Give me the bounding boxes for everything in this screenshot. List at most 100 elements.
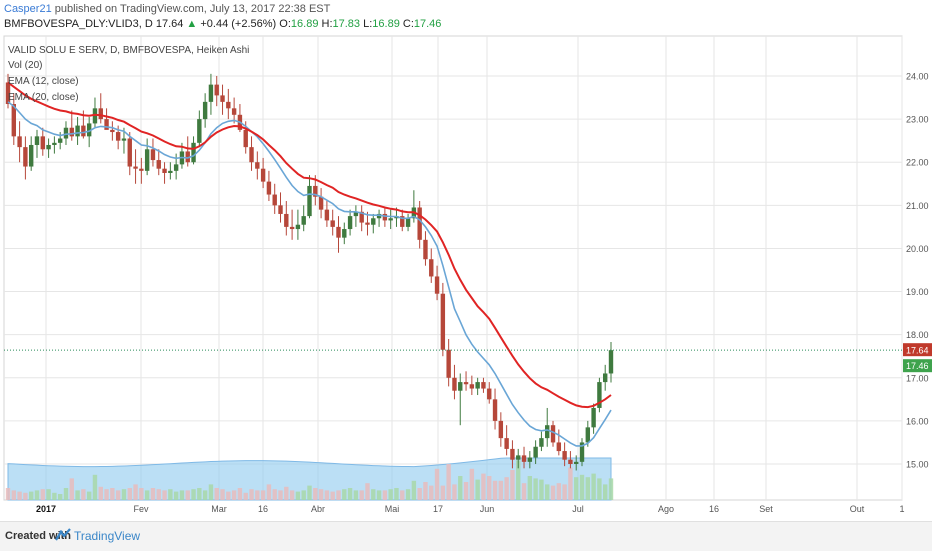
- candle-body: [260, 168, 266, 182]
- volume-bar: [28, 491, 34, 500]
- candle-body: [92, 108, 98, 124]
- candle-body: [173, 164, 179, 171]
- volume-bar: [208, 484, 214, 500]
- candle-body: [249, 147, 254, 163]
- volume-bar: [545, 484, 550, 500]
- candle-body: [266, 181, 272, 195]
- x-tick-label: Out: [850, 504, 865, 514]
- ema-fast-line: [7, 101, 612, 447]
- volume-bar: [313, 488, 318, 500]
- tradingview-logo-icon[interactable]: [55, 528, 71, 542]
- volume-bar: [371, 489, 376, 500]
- volume-bar: [197, 488, 202, 500]
- symbol-name: BMFBOVESPA_DLY:VLID3, D: [4, 18, 153, 30]
- y-tick-label: 19.00: [906, 287, 929, 297]
- candle-body: [75, 125, 80, 137]
- candle-body: [318, 196, 324, 210]
- volume-bar: [603, 484, 608, 500]
- volume-bar: [57, 494, 63, 500]
- volume-bar: [376, 490, 382, 500]
- volume-bar: [516, 460, 521, 500]
- volume-bar: [434, 468, 440, 500]
- tradingview-brand[interactable]: TradingView: [74, 529, 141, 543]
- volume-bar: [591, 473, 596, 500]
- volume-bar: [156, 489, 161, 500]
- volume-bar: [127, 488, 132, 500]
- candle-body: [545, 425, 550, 439]
- volume-bar: [440, 485, 446, 500]
- candle-body: [365, 222, 370, 225]
- volume-bar: [597, 478, 602, 500]
- volume-bar: [249, 489, 254, 500]
- volume-bar: [191, 489, 196, 500]
- candle-body: [162, 168, 167, 173]
- candle-body: [359, 211, 364, 223]
- x-tick-label: 1: [899, 504, 904, 514]
- volume-bar: [498, 480, 504, 500]
- volume-bar: [469, 468, 475, 500]
- price-chart[interactable]: 24.00 23.00 22.00 21.00 20.00 19.00 18.00 17.00…: [0, 0, 932, 521]
- candle-body: [289, 226, 295, 230]
- volume-bar: [562, 484, 567, 500]
- volume-bar: [139, 488, 144, 500]
- candle-body: [121, 138, 127, 141]
- candle-body: [191, 142, 196, 163]
- candle-body: [585, 427, 591, 443]
- volume-bar: [81, 489, 86, 500]
- volume-bar: [342, 489, 347, 500]
- candle-body: [301, 216, 306, 225]
- candle-body: [34, 136, 40, 145]
- chart-header: Casper21 published on TradingView.com, J…: [0, 0, 932, 34]
- volume-bar: [585, 477, 591, 500]
- publish-line: Casper21 published on TradingView.com, J…: [4, 3, 330, 15]
- author-link[interactable]: Casper21: [4, 3, 52, 15]
- candle-body: [5, 82, 11, 105]
- volume-bar: [475, 479, 480, 500]
- close-price-tag: [903, 359, 932, 373]
- candle-body: [220, 95, 225, 102]
- volume-bar: [144, 490, 150, 500]
- volume-bar: [214, 488, 219, 500]
- volume-bar: [487, 476, 492, 500]
- candle-body: [81, 125, 86, 137]
- candle-body: [568, 459, 573, 464]
- volume-bar: [539, 479, 544, 500]
- volume-bar: [307, 485, 312, 500]
- candle-body: [98, 108, 103, 120]
- y-tick-label: 17.00: [906, 373, 929, 383]
- volume-bar: [568, 467, 573, 500]
- candle-body: [574, 461, 579, 464]
- y-tick-label: 22.00: [906, 158, 929, 168]
- published-text: published on TradingView.com, July 13, 2…: [54, 3, 331, 15]
- x-tick-label: Fev: [133, 504, 149, 514]
- volume-bar: [185, 490, 190, 500]
- volume-bar: [162, 490, 167, 500]
- candle-body: [463, 382, 469, 385]
- volume-bar: [110, 488, 115, 500]
- volume-bar: [492, 480, 498, 500]
- candle-body: [278, 205, 283, 214]
- volume-bar: [63, 488, 69, 500]
- plot-area: [3, 35, 903, 501]
- volume-bar: [330, 491, 335, 500]
- volume-bar: [243, 492, 248, 500]
- ema-lines: [7, 81, 612, 447]
- candle-body: [197, 119, 202, 143]
- created-with-text: Created with: [5, 530, 72, 542]
- volume-bar: [504, 477, 509, 500]
- change-arrow-icon: ▲: [186, 18, 198, 30]
- volume-bar: [11, 490, 16, 500]
- volume-bar: [353, 490, 359, 500]
- y-tick-label: 15.00: [906, 460, 929, 470]
- candle-body: [498, 420, 504, 439]
- volume-bar: [527, 476, 533, 500]
- volume-bar: [417, 488, 422, 500]
- candle-body: [388, 218, 393, 221]
- volume-bar: [411, 480, 417, 500]
- volume-bar: [34, 490, 40, 500]
- candle-body: [63, 127, 69, 139]
- legend-ema-slow: EMA (20, close): [8, 92, 79, 103]
- volume-bar: [173, 491, 179, 500]
- candle-body: [492, 399, 498, 421]
- candle-body: [284, 213, 289, 227]
